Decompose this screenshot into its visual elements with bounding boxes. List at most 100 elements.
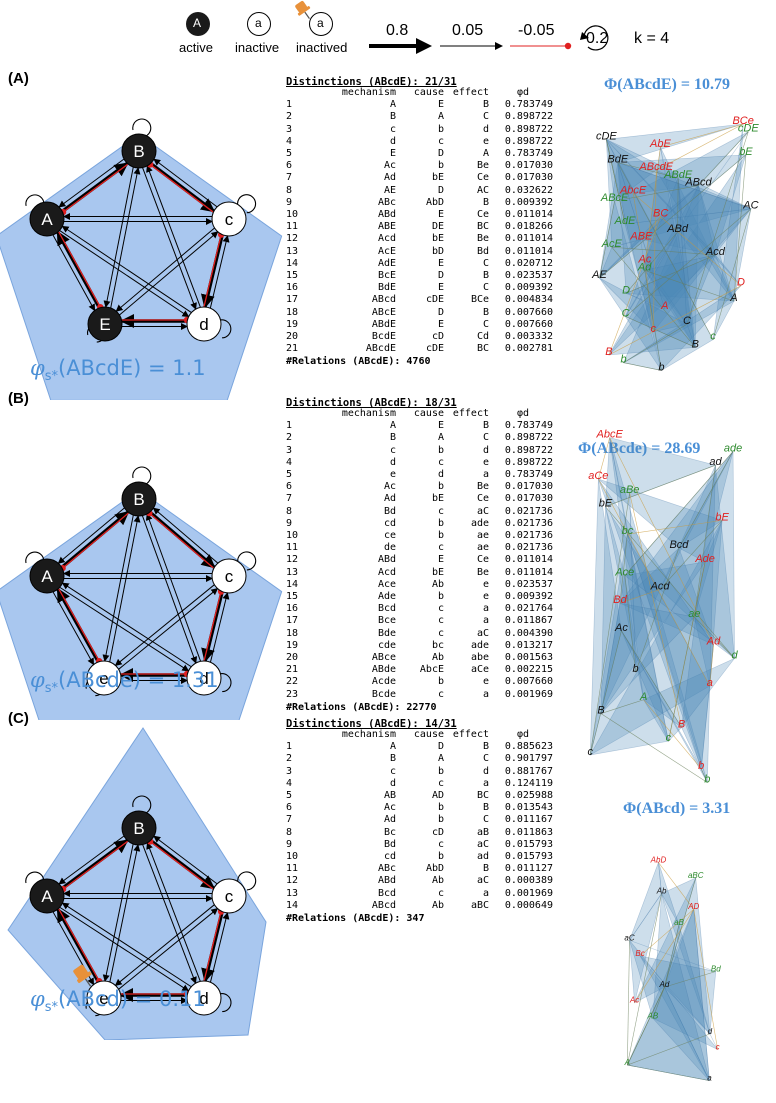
- row-effect: B: [482, 99, 489, 111]
- row-cause: cD: [431, 331, 444, 343]
- relation-edge: [625, 231, 678, 294]
- table-row: 3 c b d 0.898722: [286, 124, 557, 136]
- row-mechanism: cd: [383, 851, 396, 863]
- edge-negative: [62, 512, 129, 569]
- relation-face: [617, 162, 666, 310]
- node-A: [29, 558, 65, 594]
- distinction-label: c: [666, 732, 672, 744]
- distinction-label: b: [633, 663, 639, 675]
- table-row: 15 Ade b e 0.009392: [286, 591, 557, 603]
- table-row: 14 AdE E C 0.020712: [286, 258, 557, 270]
- row-phi: 0.898722: [504, 123, 553, 135]
- row-mechanism: Acd: [377, 233, 396, 245]
- edge-weak: [114, 904, 215, 986]
- row-phi: 0.021736: [504, 517, 553, 529]
- relation-edge: [653, 170, 657, 332]
- edge-negative: [62, 163, 129, 213]
- distinction-label: AbD: [650, 855, 667, 864]
- row-effect: B: [482, 863, 489, 875]
- row-index: 21: [286, 664, 299, 676]
- relation-edge: [641, 216, 661, 240]
- phi-subscript: s*: [44, 681, 58, 697]
- row-cause: E: [437, 99, 444, 111]
- row-cause: AbD: [425, 196, 444, 208]
- row-mechanism: Bcde: [371, 688, 396, 700]
- row-effect: B: [482, 420, 489, 432]
- row-cause: cDE: [425, 343, 444, 355]
- row-effect: a: [482, 688, 489, 700]
- edge-weak: [61, 225, 192, 313]
- row-mechanism: Ad: [383, 814, 396, 826]
- self-loop: [132, 466, 152, 486]
- row-index: 6: [286, 802, 293, 814]
- relation-edge: [635, 547, 680, 673]
- distinction-label: Acd: [705, 246, 726, 258]
- node-E: [87, 306, 123, 342]
- edge-strong: [200, 234, 224, 309]
- edge-negative: [62, 840, 129, 890]
- distinction-label: a: [707, 677, 713, 689]
- relation-edge: [664, 924, 680, 988]
- row-mechanism: Bcd: [377, 603, 396, 615]
- relations-count: #Relations (ABcdE): 347: [286, 913, 425, 924]
- row-phi: 0.011867: [504, 615, 553, 627]
- row-index: 5: [286, 469, 293, 481]
- relation-edge: [698, 131, 749, 186]
- distinctions-title: Distinctions (ABcdE): 21/31: [286, 76, 457, 88]
- table-row: 20 ABce Ab abe 0.001563: [286, 652, 557, 664]
- row-effect: ad: [476, 851, 489, 863]
- edge-weak: [145, 513, 202, 662]
- row-effect: Bd: [476, 245, 489, 257]
- row-phi: 0.011014: [504, 209, 553, 221]
- node-C: [211, 878, 247, 914]
- edge-weak: [146, 165, 201, 308]
- distinction-label: aBC: [688, 871, 704, 880]
- row-effect: aC: [476, 838, 489, 850]
- row-effect: Be: [476, 481, 489, 493]
- table-row: 1 A E B 0.783749: [286, 420, 557, 432]
- relation-edge: [632, 193, 642, 240]
- relation-face: [640, 185, 716, 256]
- row-cause: b: [437, 802, 444, 814]
- row-cause: A: [437, 432, 444, 444]
- row-index: 16: [286, 603, 299, 615]
- table-row: 2 B A C 0.898722: [286, 432, 557, 444]
- row-phi: 0.885623: [504, 741, 553, 753]
- edge-weak: [118, 908, 219, 990]
- table-row: 10 ce b ae 0.021736: [286, 530, 557, 542]
- row-index: 7: [286, 814, 293, 826]
- row-effect: ade: [470, 639, 489, 651]
- distinction-label: D: [622, 284, 630, 296]
- row-index: 4: [286, 777, 293, 789]
- row-phi: 0.017030: [504, 493, 553, 505]
- relation-edge: [712, 208, 752, 340]
- relation-edge: [605, 464, 716, 507]
- table-row: 7 Ad b C 0.011167: [286, 814, 557, 826]
- edge-negative: [149, 840, 214, 890]
- distinction-label: aB: [674, 918, 684, 927]
- row-index: 2: [286, 432, 293, 444]
- row-cause: bE: [431, 172, 444, 184]
- edge-weak: [110, 167, 141, 308]
- row-cause: E: [437, 209, 444, 221]
- table-row: 9 cd b ade 0.021736: [286, 518, 557, 530]
- distinctions-table: mechanism cause effect φd 1 A D B 0.885623 2 B A C 0.…: [286, 729, 557, 912]
- distinction-label: AbcE: [596, 429, 624, 441]
- edge-weak: [114, 584, 215, 666]
- row-effect: B: [482, 802, 489, 814]
- row-mechanism: c: [389, 444, 396, 456]
- row-mechanism: Ade: [377, 591, 396, 603]
- legend-inactived-node: [309, 12, 333, 36]
- relation-edge: [599, 200, 615, 279]
- row-effect: aC: [476, 627, 489, 639]
- node-label: d: [199, 315, 208, 334]
- row-mechanism: d: [389, 456, 396, 468]
- row-phi: 0.001563: [504, 652, 553, 664]
- table-row: 22 Acde b e 0.007660: [286, 676, 557, 688]
- node-C: [211, 558, 247, 594]
- table-header: mechanism cause effect φd: [286, 729, 557, 741]
- edge-strong: [149, 839, 216, 890]
- row-cause: AbD: [425, 863, 444, 875]
- edge-strong: [61, 839, 129, 890]
- self-loop: [132, 118, 152, 138]
